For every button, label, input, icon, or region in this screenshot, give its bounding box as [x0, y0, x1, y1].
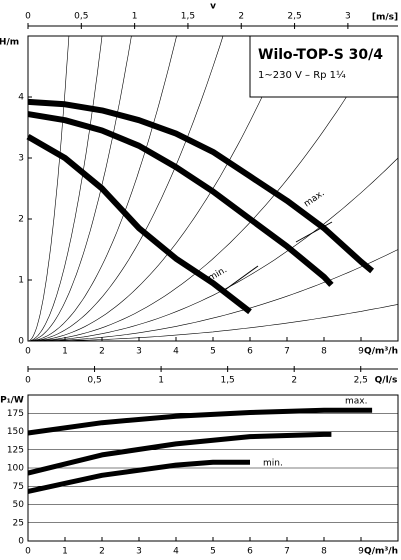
- system-curve: [27, 35, 224, 342]
- x-tick-label: 3: [136, 347, 142, 357]
- y-tick-label: 100: [7, 464, 24, 474]
- x2-tick-label: 2: [291, 376, 297, 386]
- system-curve: [27, 35, 385, 342]
- system-curve: [28, 304, 399, 342]
- x-tick-label: 7: [284, 547, 290, 557]
- x2-tick-label: 3: [345, 12, 351, 22]
- system-curve: [27, 35, 103, 342]
- system-curve: [27, 35, 70, 342]
- x-tick-label: 1: [62, 347, 68, 357]
- y-axis-label: H/m: [0, 38, 19, 48]
- pump-curve: [27, 431, 332, 476]
- title-box: [249, 35, 399, 98]
- x-tick-label: 5: [210, 347, 216, 357]
- system-curve: [27, 35, 177, 342]
- pump-curve: [27, 111, 334, 287]
- x2-tick-label: 0,5: [87, 376, 101, 386]
- system-curve: [28, 249, 399, 342]
- chart-subtitle: 1~230 V – Rp 1¼: [258, 69, 346, 81]
- x-axis-label: Q/m³/h: [364, 547, 398, 557]
- x-axis-label: Q/m³/h: [364, 347, 398, 357]
- x2-tick-label: 0: [25, 376, 31, 386]
- y-tick-label: 4: [18, 93, 24, 103]
- y-tick-label: 2: [18, 215, 24, 225]
- y-tick-label: 50: [13, 500, 25, 510]
- y-tick-label: 0: [18, 337, 24, 347]
- x-tick-label: 1: [62, 547, 68, 557]
- y-tick-label: 75: [13, 482, 24, 492]
- x2-tick-label: 2: [238, 12, 244, 22]
- x-tick-label: 2: [99, 547, 105, 557]
- y-tick-label: 0: [18, 537, 24, 547]
- x-tick-label: 7: [284, 347, 290, 357]
- y-tick-label: 150: [7, 427, 24, 437]
- y-tick-label: 125: [7, 445, 24, 455]
- x-tick-label: 2: [99, 347, 105, 357]
- x2-axis-unit: [m/s]: [372, 13, 398, 23]
- x2-tick-label: 1,5: [220, 376, 234, 386]
- chart-title: Wilo-TOP-S 30/4: [258, 47, 383, 63]
- pump-curve: [27, 98, 375, 274]
- x-tick-label: 8: [321, 347, 327, 357]
- curve-label: max.: [345, 397, 367, 407]
- x2-tick-label: 1: [132, 12, 138, 22]
- x-tick-label: 9: [358, 547, 364, 557]
- x2-axis-label: Q/l/s: [375, 376, 398, 386]
- plot-frame: [27, 394, 399, 542]
- plot-frame: [27, 35, 399, 342]
- x-tick-label: 4: [173, 547, 179, 557]
- x-tick-label: 3: [136, 547, 142, 557]
- x-tick-label: 5: [210, 547, 216, 557]
- x-tick-label: 8: [321, 547, 327, 557]
- x-tick-label: 0: [25, 347, 31, 357]
- x2-tick-label: 2,5: [287, 12, 301, 22]
- x-tick-label: 4: [173, 347, 179, 357]
- pump-curve: [27, 459, 250, 494]
- x-tick-label: 0: [25, 547, 31, 557]
- x2-tick-label: 0: [25, 12, 31, 22]
- curve-label: max.: [302, 188, 326, 209]
- system-curve: [27, 157, 399, 342]
- y-axis-label: P₁/W: [0, 396, 24, 406]
- x2-axis-label: v: [210, 2, 216, 12]
- system-curve: [27, 35, 290, 342]
- pump-curve: [27, 407, 373, 436]
- y-tick-label: 1: [18, 276, 24, 286]
- system-curve: [27, 35, 132, 342]
- x-tick-label: 6: [247, 547, 253, 557]
- curve-label: min.: [207, 265, 229, 284]
- x-tick-label: 6: [247, 347, 253, 357]
- pump-curve: [26, 134, 252, 315]
- y-tick-label: 3: [18, 154, 24, 164]
- y-tick-label: 25: [13, 518, 24, 528]
- curve-label: min.: [263, 459, 283, 469]
- x2-tick-label: 0,5: [74, 12, 88, 22]
- x2-tick-label: 1: [158, 376, 164, 386]
- x2-tick-label: 2,5: [354, 376, 368, 386]
- x-tick-label: 9: [358, 347, 364, 357]
- y-tick-label: 175: [7, 409, 24, 419]
- x2-tick-label: 1,5: [181, 12, 195, 22]
